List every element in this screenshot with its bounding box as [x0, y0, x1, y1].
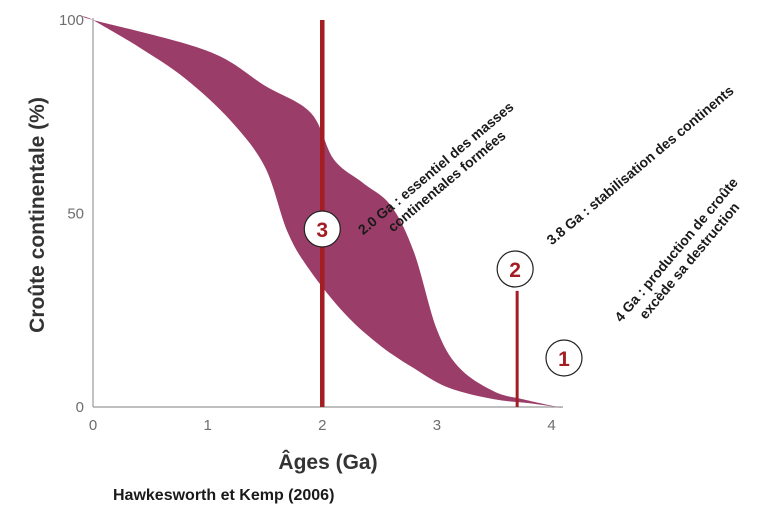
x-tick-label: 3 — [433, 417, 441, 434]
marker-1-number: 1 — [558, 348, 570, 371]
axes — [92, 18, 563, 408]
x-tick-label: 2 — [318, 417, 326, 434]
x-tick-label: 4 — [547, 417, 555, 434]
source-caption: Hawkesworth et Kemp (2006) — [113, 487, 334, 504]
x-tick-label: 0 — [89, 417, 97, 434]
y-tick-label: 100 — [59, 12, 84, 29]
x-axis-title: Âges (Ga) — [278, 450, 377, 474]
y-tick-label: 0 — [76, 399, 84, 416]
y-axis-title: Croûte continentale (%) — [26, 97, 49, 333]
y-tick-label: 50 — [67, 206, 84, 223]
marker-2: 2 — [496, 250, 534, 288]
marker-2-number: 2 — [509, 259, 521, 282]
marker-1: 1 — [545, 339, 583, 377]
marker-2-circle — [496, 250, 534, 288]
tick-labels: 0 1 2 3 4 0 50 100 — [59, 12, 556, 434]
marker-3: 3 — [303, 210, 341, 248]
markers: 3 2 1 — [303, 20, 583, 407]
x-tick-label: 1 — [203, 417, 211, 434]
marker-3-number: 3 — [316, 219, 328, 242]
marker-1-circle — [545, 339, 583, 377]
marker-3-circle — [303, 210, 341, 248]
